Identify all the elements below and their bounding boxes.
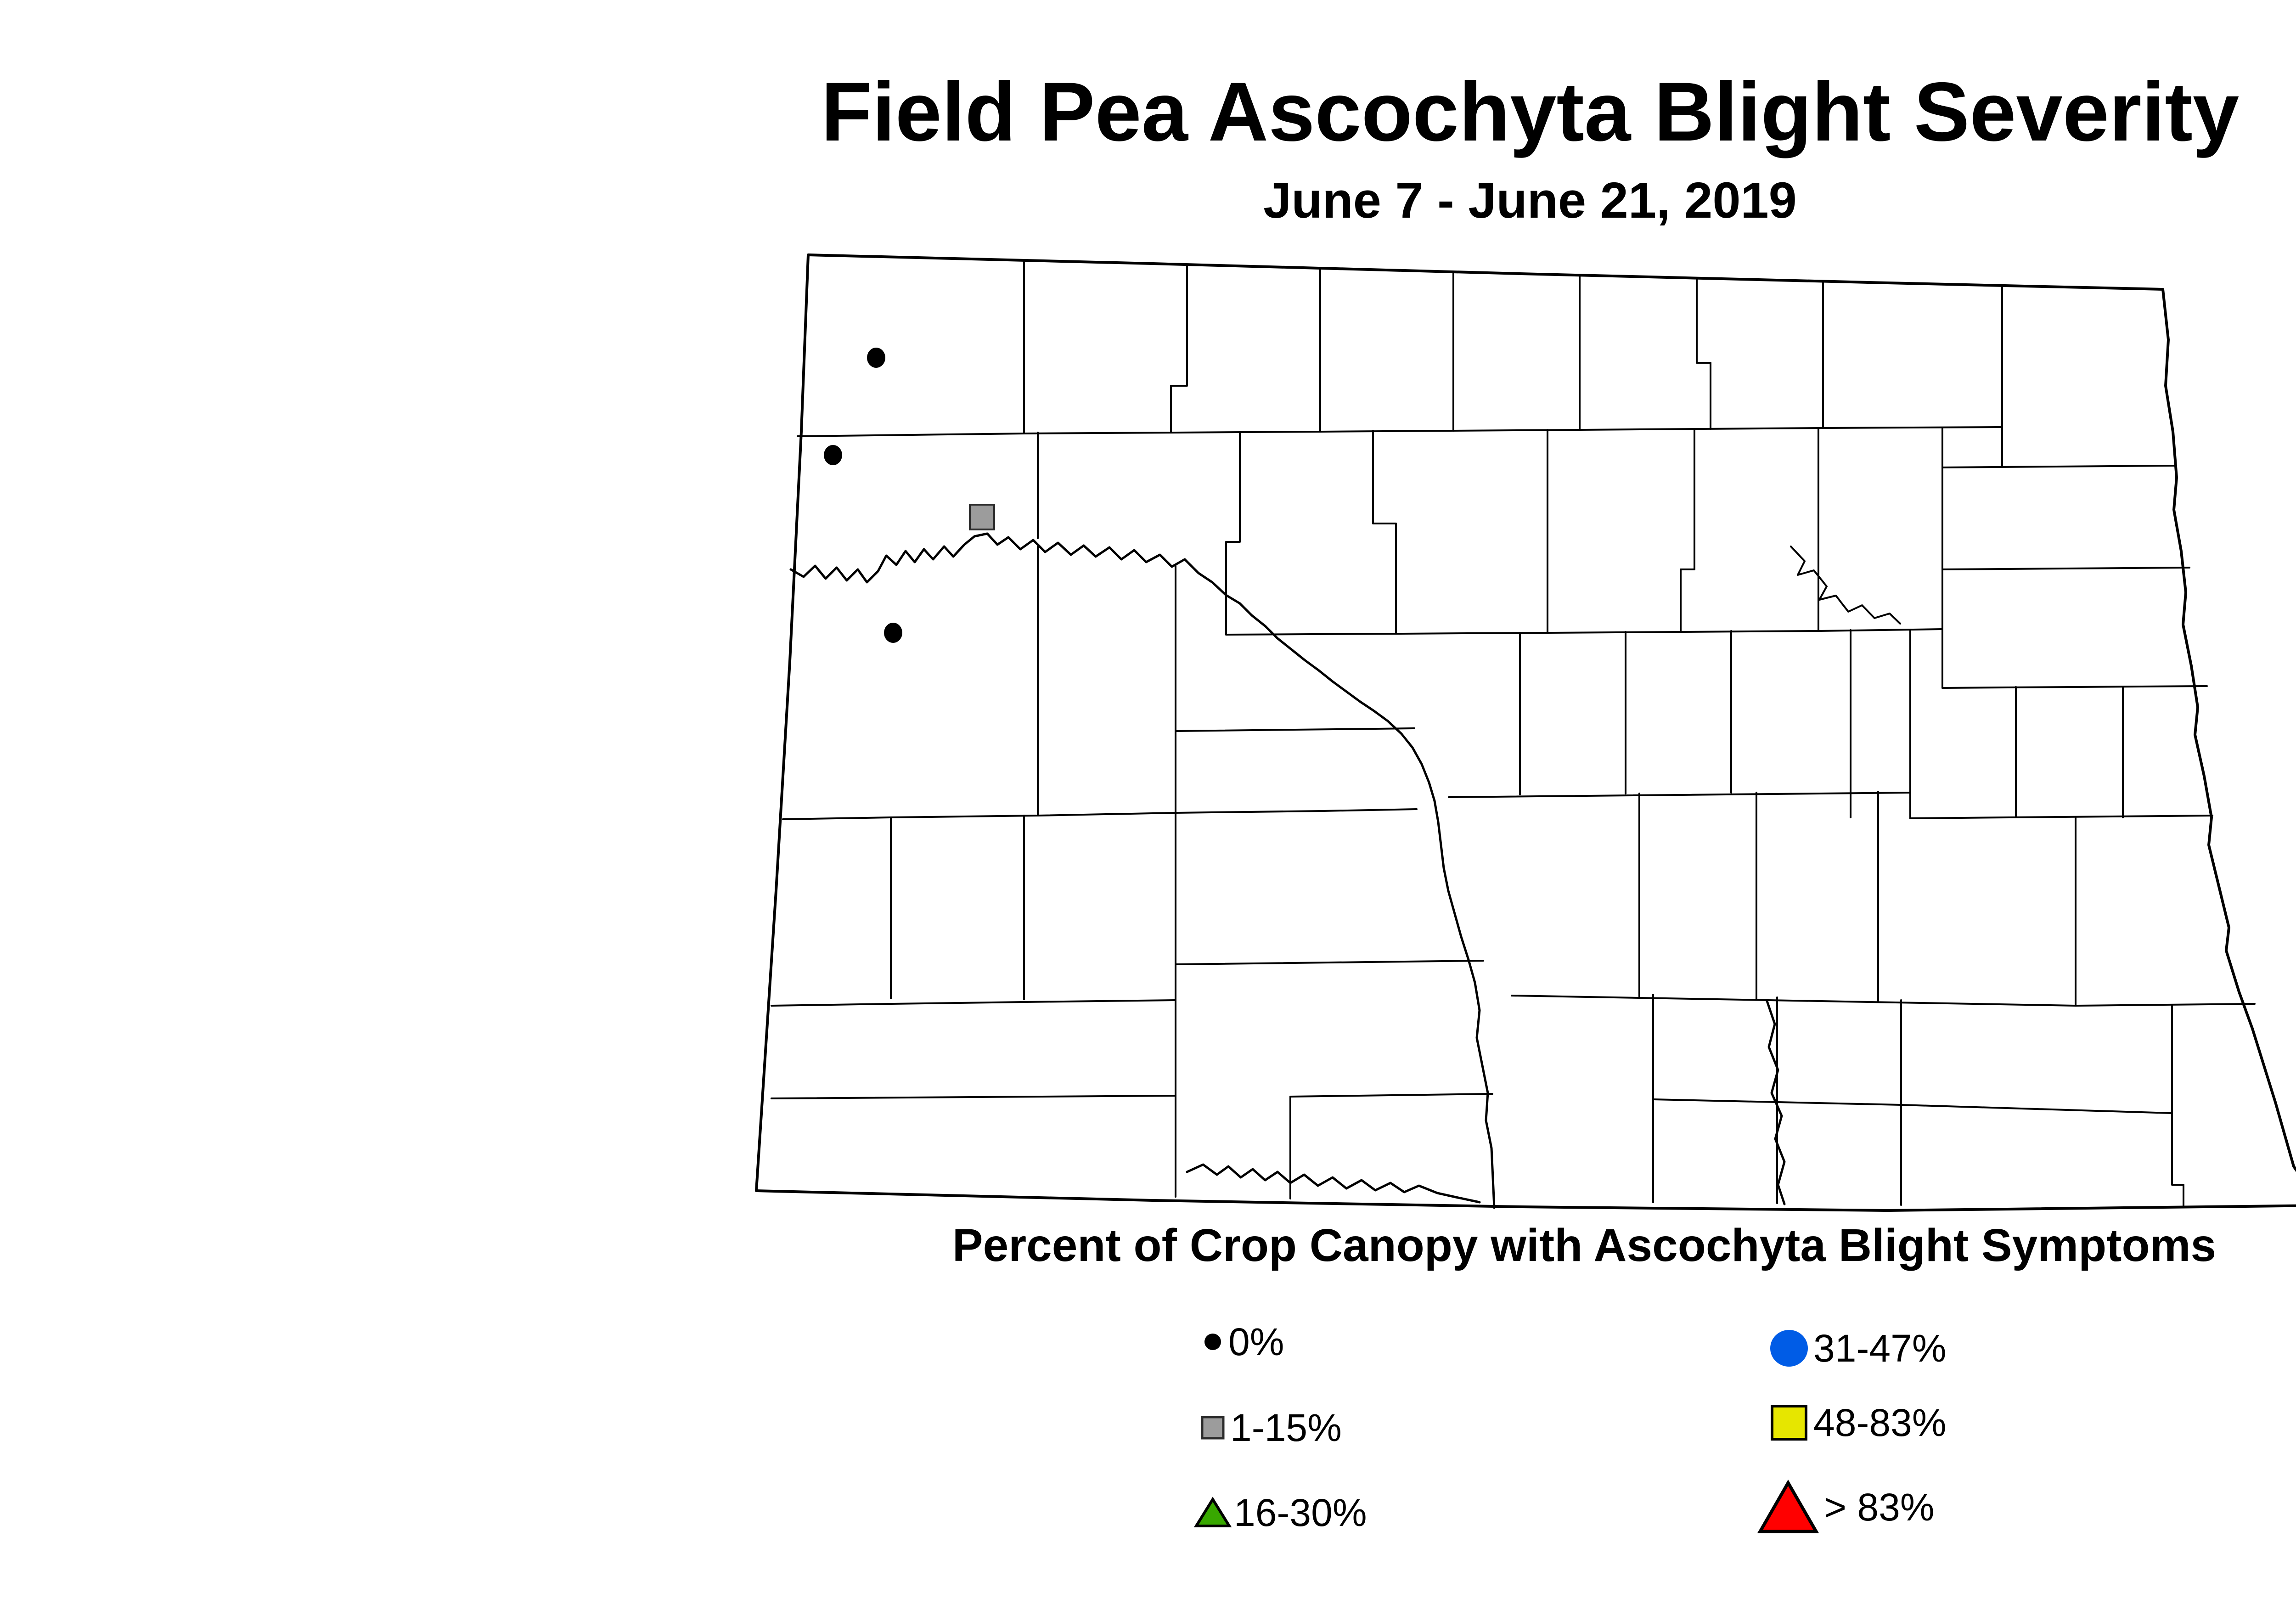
- triangle-marker-icon: [1193, 1497, 1232, 1527]
- legend-item-label: 31-47%: [1813, 1327, 1947, 1370]
- triangle-marker-icon: [1757, 1480, 1819, 1533]
- square-marker-icon: [1201, 1416, 1225, 1440]
- legend-item-48-83: 48-83%: [1769, 1403, 1947, 1442]
- square-marker-icon: [1771, 1405, 1807, 1441]
- legend-item-label: 48-83%: [1813, 1401, 1947, 1444]
- map-marker-1-15: [969, 504, 995, 530]
- legend-item-83: > 83%: [1757, 1480, 1935, 1535]
- map-marker-0: [824, 445, 842, 465]
- page-subtitle: June 7 - June 21, 2019: [1263, 172, 1797, 229]
- legend-item-label: 0%: [1228, 1320, 1284, 1363]
- legend-item-0: 0%: [1204, 1323, 1284, 1361]
- north-dakota-county-map: [755, 253, 2296, 1212]
- legend-item-label: > 83%: [1824, 1486, 1935, 1529]
- legend-item-16-30: 16-30%: [1193, 1493, 1367, 1532]
- map-marker-0: [884, 623, 902, 643]
- legend-item-31-47: 31-47%: [1769, 1329, 1947, 1368]
- map-marker-0: [867, 348, 885, 368]
- page-title: Field Pea Ascochyta Blight Severity: [821, 65, 2240, 158]
- survey-site-markers: [824, 348, 995, 643]
- legend-item-label: 16-30%: [1234, 1491, 1367, 1534]
- river-lines: [789, 532, 1786, 1209]
- legend-item-label: 1-15%: [1230, 1406, 1342, 1449]
- legend-item-1-15: 1-15%: [1200, 1408, 1342, 1447]
- state-outline: [755, 253, 2296, 1212]
- dot-marker-icon: [1204, 1334, 1221, 1350]
- county-boundaries: [771, 261, 2256, 1207]
- circle-marker-icon: [1770, 1330, 1808, 1367]
- legend-title: Percent of Crop Canopy with Ascochyta Bl…: [952, 1220, 2217, 1271]
